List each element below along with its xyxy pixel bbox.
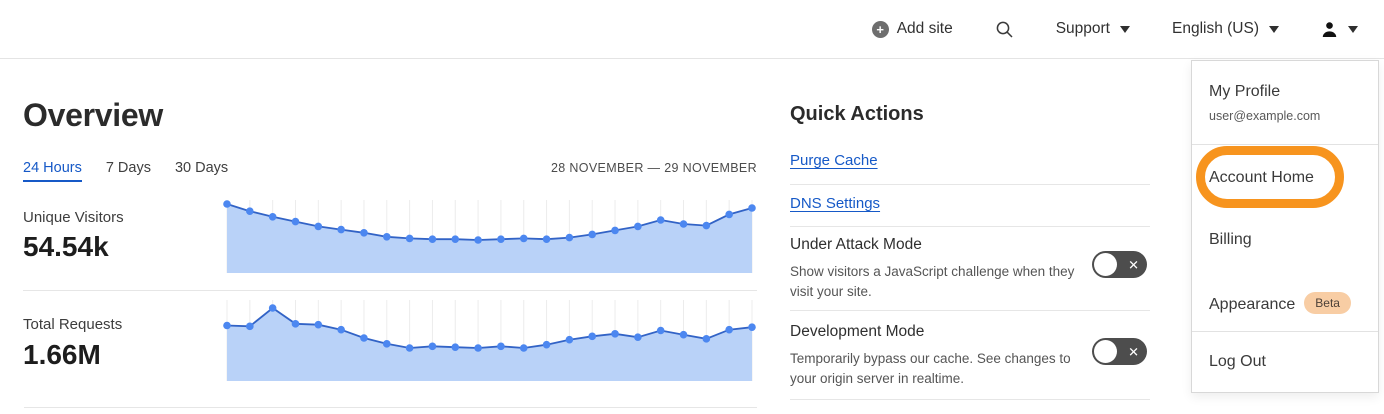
quick-actions-divider: [790, 310, 1150, 311]
add-site-button[interactable]: + Add site: [871, 20, 953, 38]
add-site-label: Add site: [896, 20, 953, 37]
profile-email: user@example.com: [1209, 109, 1321, 123]
development-mode-description: Temporarily bypass our cache. See change…: [790, 351, 1071, 386]
tab-7-days[interactable]: 7 Days: [105, 160, 151, 176]
under-attack-mode-title: Under Attack Mode: [790, 236, 922, 253]
development-mode-toggle[interactable]: ✕: [1092, 338, 1147, 365]
toggle-knob: [1094, 340, 1117, 363]
menu-item-my-profile[interactable]: My Profile: [1209, 83, 1281, 100]
total-requests-value: 1.66M: [23, 339, 101, 370]
user-icon: [1322, 21, 1337, 37]
support-label: Support: [1055, 20, 1110, 37]
menu-divider: [1192, 144, 1378, 145]
chevron-down-icon: [1269, 25, 1279, 33]
top-navigation-bar: + Add site Support English (US): [0, 0, 1384, 59]
quick-actions-divider: [790, 399, 1150, 400]
language-menu[interactable]: English (US): [1172, 20, 1279, 38]
time-range-tabs: 24 Hours 7 Days 30 Days: [23, 160, 228, 182]
under-attack-mode-toggle[interactable]: ✕: [1092, 251, 1147, 278]
chevron-down-icon: [1348, 25, 1358, 33]
total-requests-chart: [223, 300, 756, 381]
page-title: Overview: [23, 97, 163, 133]
quick-actions-title: Quick Actions: [790, 103, 924, 125]
section-divider: [23, 290, 757, 291]
search-icon: [996, 21, 1013, 38]
total-requests-label: Total Requests: [23, 316, 123, 333]
quick-actions-divider: [790, 226, 1150, 227]
chevron-down-icon: [1120, 25, 1130, 33]
menu-item-billing[interactable]: Billing: [1209, 231, 1252, 248]
dns-settings-link[interactable]: DNS Settings: [790, 195, 881, 212]
purge-cache-link[interactable]: Purge Cache: [790, 152, 878, 169]
date-range-label: 28 NOVEMBER — 29 NOVEMBER: [550, 161, 757, 175]
development-mode-title: Development Mode: [790, 323, 925, 340]
search-button[interactable]: [995, 20, 1014, 39]
unique-visitors-value: 54.54k: [23, 231, 109, 262]
menu-item-log-out[interactable]: Log Out: [1209, 353, 1266, 370]
plus-circle-icon: +: [871, 20, 889, 38]
menu-item-appearance[interactable]: Appearance Beta: [1209, 292, 1351, 314]
under-attack-mode-description: Show visitors a JavaScript challenge whe…: [790, 264, 1075, 299]
support-menu[interactable]: Support: [1056, 20, 1130, 38]
unique-visitors-chart: [223, 200, 756, 273]
toggle-off-x-icon: ✕: [1128, 257, 1139, 272]
section-divider: [24, 407, 757, 408]
account-menu-button[interactable]: [1321, 21, 1358, 38]
account-dropdown-menu: My Profile user@example.com Account Home…: [1191, 60, 1379, 393]
beta-badge: Beta: [1304, 292, 1351, 314]
appearance-label: Appearance: [1209, 296, 1296, 313]
unique-visitors-label: Unique Visitors: [23, 209, 124, 226]
toggle-off-x-icon: ✕: [1128, 344, 1139, 359]
toggle-knob: [1094, 253, 1117, 276]
language-label: English (US): [1172, 20, 1259, 37]
quick-actions-divider: [790, 184, 1150, 185]
menu-divider: [1192, 331, 1378, 332]
tab-30-days[interactable]: 30 Days: [174, 160, 229, 176]
menu-item-account-home[interactable]: Account Home: [1209, 169, 1314, 186]
tab-24-hours[interactable]: 24 Hours: [23, 160, 82, 182]
